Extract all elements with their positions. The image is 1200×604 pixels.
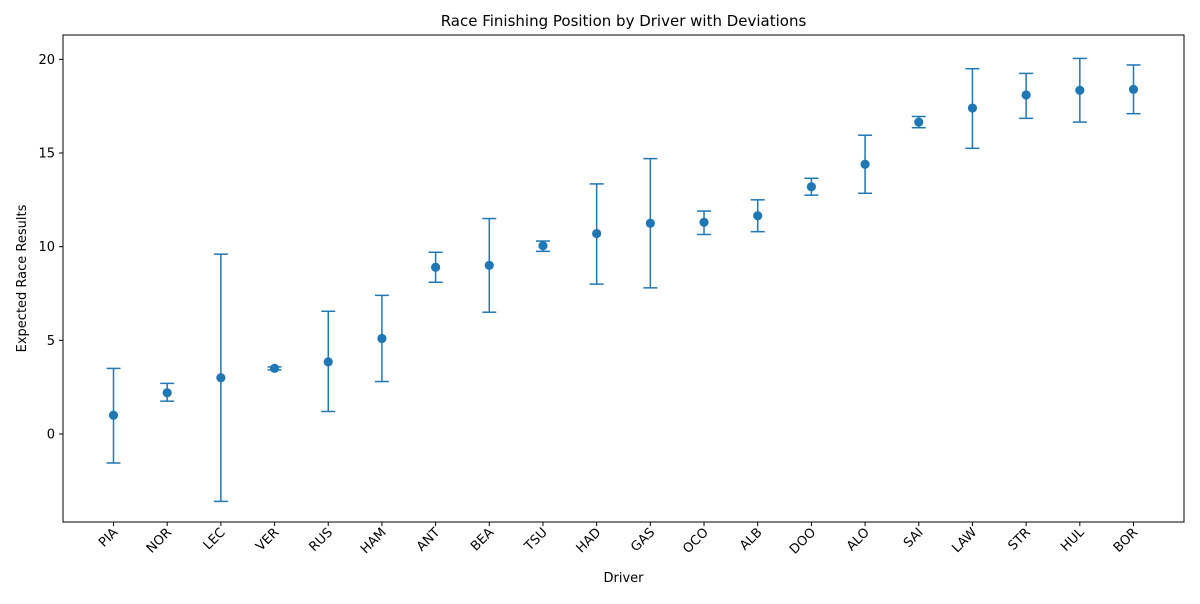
data-point-law	[967, 103, 978, 113]
data-point-group-sai	[911, 115, 926, 129]
data-point-nor	[162, 388, 172, 398]
data-point-group-hul	[1072, 57, 1087, 123]
data-point-sai	[914, 117, 924, 127]
x-tick-label: LAW	[949, 525, 980, 556]
y-axis-label: Expected Race Results	[15, 204, 30, 352]
data-point-alo	[860, 159, 870, 169]
data-point-rus	[323, 357, 333, 367]
x-tick-label: DOO	[787, 525, 819, 557]
data-point-lec	[216, 373, 226, 383]
x-axis-ticks: PIA NOR LEC VER RUS HAM ANT BEA TSU HAD GAS OCO ALB D…	[96, 522, 1141, 557]
y-tick-label: 15	[38, 147, 55, 162]
data-point-doo	[806, 182, 816, 192]
data-point-group-doo	[804, 177, 819, 196]
data-point-group-bea	[482, 217, 497, 313]
data-point-ant	[431, 262, 441, 272]
data-point-group-law	[965, 67, 980, 150]
data-point-alb	[753, 211, 763, 221]
y-tick-label: 5	[47, 334, 55, 349]
data-point-group-ant	[428, 251, 443, 283]
data-point-tsu	[538, 241, 548, 251]
y-tick-label: 10	[38, 240, 55, 255]
data-point-bor	[1128, 84, 1139, 94]
x-tick-label: OCO	[680, 525, 711, 556]
x-axis-label: Driver	[603, 571, 644, 586]
axes-frame	[62, 34, 1185, 523]
x-tick-label: HUL	[1058, 525, 1088, 555]
data-point-group-lec	[213, 253, 228, 503]
data-point-group-alb	[750, 199, 765, 233]
data-point-group-alo	[858, 134, 873, 195]
chart-title: Race Finishing Position by Driver with D…	[441, 12, 807, 30]
data-point-oco	[699, 217, 709, 227]
x-tick-label: BOR	[1111, 525, 1141, 555]
x-tick-label: BEA	[468, 525, 497, 554]
data-point-group-ham	[374, 294, 389, 383]
data-point-ham	[377, 333, 387, 344]
y-tick-label: 20	[38, 53, 55, 68]
data-point-bea	[484, 260, 494, 270]
data-point-pia	[108, 410, 119, 420]
x-tick-label: ALO	[844, 525, 873, 554]
plot-area	[106, 57, 1141, 503]
data-point-ver	[269, 363, 280, 374]
x-tick-label: ANT	[414, 525, 443, 554]
x-tick-label: NOR	[144, 525, 175, 556]
x-tick-label: PIA	[96, 525, 121, 550]
x-tick-label: STR	[1005, 525, 1033, 553]
x-tick-label: RUS	[306, 525, 336, 555]
x-tick-label: SAI	[901, 525, 927, 551]
data-point-group-bor	[1126, 64, 1141, 115]
data-point-str	[1021, 90, 1031, 100]
data-point-group-tsu	[535, 240, 550, 253]
x-tick-label: TSU	[521, 525, 550, 554]
data-point-group-ver	[267, 363, 282, 374]
data-point-group-had	[589, 183, 604, 285]
data-point-group-gas	[643, 157, 658, 289]
data-point-group-nor	[160, 382, 175, 402]
x-tick-label: LEC	[201, 525, 229, 553]
x-tick-label: HAM	[358, 525, 390, 557]
data-point-group-pia	[106, 367, 121, 464]
data-point-group-oco	[697, 210, 712, 236]
data-point-gas	[645, 218, 655, 228]
x-tick-label: HAD	[574, 525, 605, 556]
x-tick-label: ALB	[737, 525, 765, 553]
x-tick-label: GAS	[628, 525, 658, 555]
x-tick-label: VER	[253, 525, 282, 554]
data-point-hul	[1075, 85, 1085, 95]
data-point-group-rus	[321, 310, 336, 413]
data-point-group-str	[1019, 72, 1034, 120]
y-axis-ticks: 0 5 10 15 20	[38, 53, 63, 442]
data-point-had	[592, 228, 602, 239]
y-tick-label: 0	[47, 427, 55, 442]
